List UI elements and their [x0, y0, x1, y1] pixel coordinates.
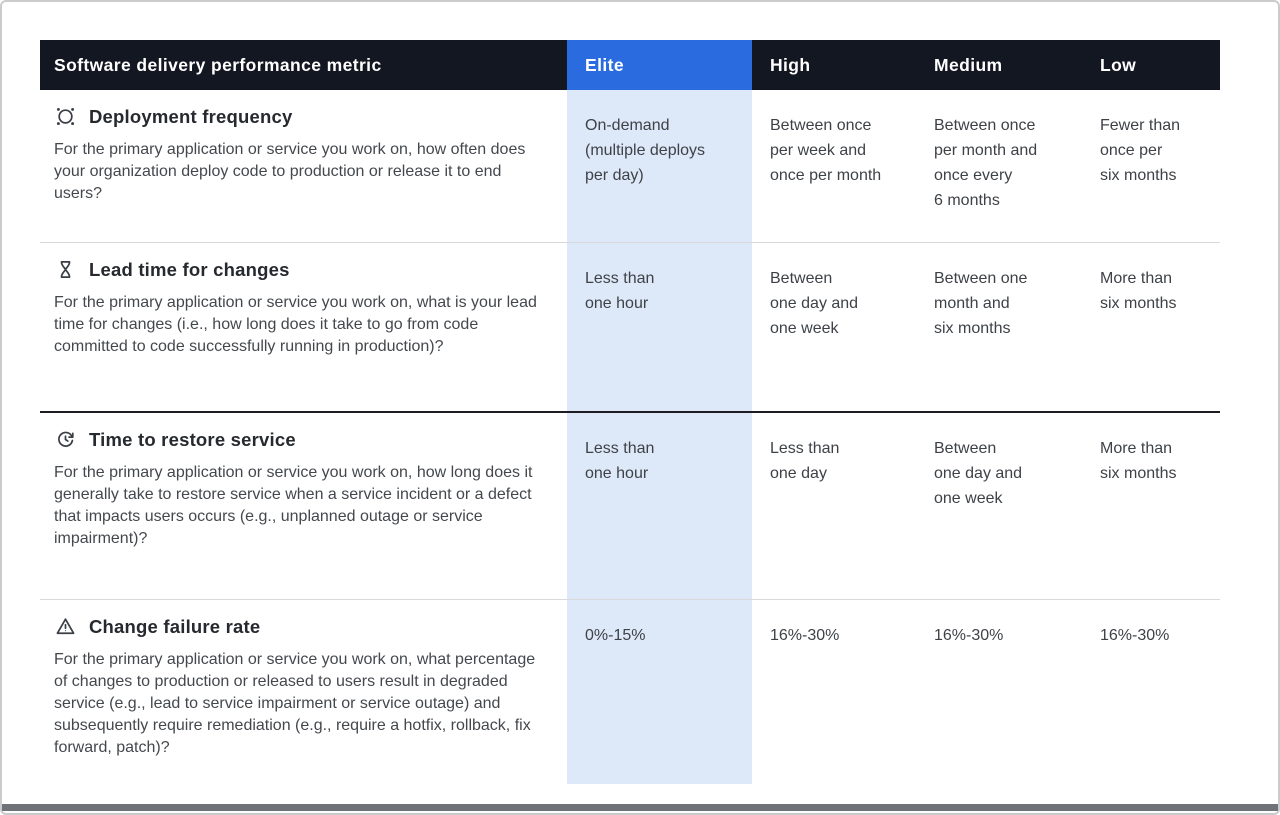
table-row: Change failure rate For the primary appl… — [40, 599, 1220, 784]
metric-cell-change-failure-rate: Change failure rate For the primary appl… — [40, 600, 567, 784]
metric-title: Change failure rate — [89, 615, 261, 637]
table-header-row: Software delivery performance metric Eli… — [40, 40, 1220, 90]
value-low: Fewer than once per six months — [1100, 117, 1181, 184]
value-high: Between one day and one week — [770, 270, 859, 337]
value-high: Less than one day — [770, 440, 840, 482]
metric-cell-time-to-restore: Time to restore service For the primary … — [40, 413, 567, 599]
value-medium: Between one month and six months — [934, 270, 1028, 337]
value-medium: Between once per month and once every 6 … — [934, 117, 1038, 209]
metric-description: For the primary application or service y… — [54, 464, 533, 547]
value-high: 16%-30% — [770, 627, 840, 644]
table-row: Lead time for changes For the primary ap… — [40, 242, 1220, 411]
metric-title-line: Lead time for changes — [54, 258, 547, 281]
metric-title-line: Time to restore service — [54, 428, 547, 451]
metric-title: Time to restore service — [89, 428, 296, 450]
column-header-high: High — [770, 54, 811, 75]
clock-restore-icon — [54, 428, 77, 451]
column-header-medium: Medium — [934, 54, 1003, 75]
warning-triangle-icon — [54, 615, 77, 638]
column-header-low: Low — [1100, 54, 1137, 75]
metric-cell-deployment-frequency: Deployment frequency For the primary app… — [40, 90, 567, 242]
dora-metrics-table: Software delivery performance metric Eli… — [40, 40, 1220, 784]
metric-cell-lead-time: Lead time for changes For the primary ap… — [40, 243, 567, 411]
metric-title-line: Deployment frequency — [54, 105, 547, 128]
value-elite: On-demand (multiple deploys per day) — [567, 90, 752, 242]
metric-description: For the primary application or service y… — [54, 141, 526, 202]
hourglass-icon — [54, 258, 77, 281]
value-low: More than six months — [1100, 440, 1177, 482]
metric-title: Deployment frequency — [89, 105, 293, 127]
value-medium: Between one day and one week — [934, 440, 1023, 507]
value-high: Between once per week and once per month — [770, 117, 882, 184]
value-low: 16%-30% — [1100, 627, 1170, 644]
metric-description: For the primary application or service y… — [54, 651, 536, 756]
value-elite: 0%-15% — [567, 600, 752, 784]
bottom-edge-bar — [2, 804, 1278, 811]
column-header-elite: Elite — [567, 40, 752, 90]
table-row: Deployment frequency For the primary app… — [40, 90, 1220, 242]
metric-column-header: Software delivery performance metric — [54, 54, 382, 75]
deploy-cycle-icon — [54, 105, 77, 128]
table-row: Time to restore service For the primary … — [40, 411, 1220, 599]
metric-description: For the primary application or service y… — [54, 294, 537, 355]
value-low: More than six months — [1100, 270, 1177, 312]
metric-title-line: Change failure rate — [54, 615, 547, 638]
metric-title: Lead time for changes — [89, 258, 290, 280]
value-medium: 16%-30% — [934, 627, 1004, 644]
value-elite: Less than one hour — [567, 243, 752, 411]
value-elite: Less than one hour — [567, 413, 752, 599]
